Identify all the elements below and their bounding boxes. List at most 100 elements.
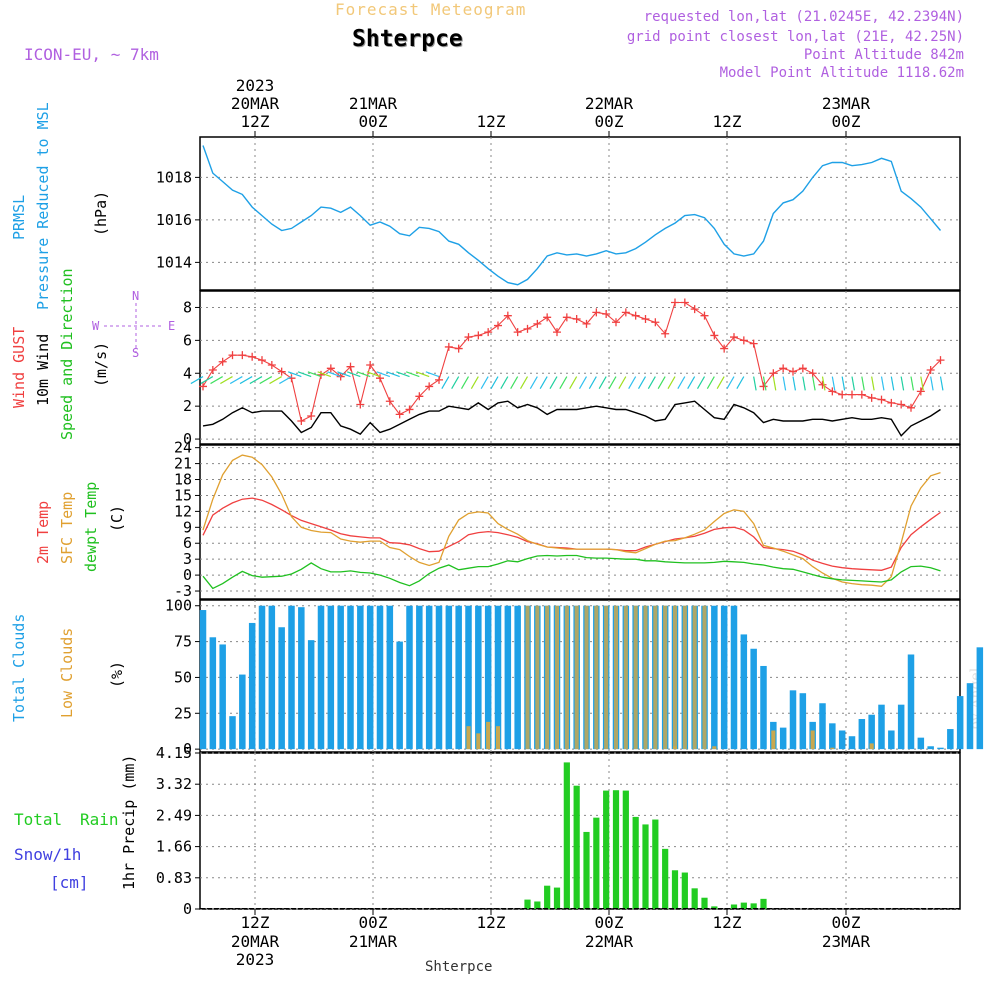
rain-bar [612, 790, 620, 909]
wind-arrow [470, 376, 479, 389]
gust-marker [572, 314, 581, 323]
meteogram-title: Forecast Meteogram [335, 0, 527, 19]
gust-marker [818, 380, 827, 389]
bottom-year-label: 2023 [236, 950, 275, 969]
total-cloud-bar [848, 736, 856, 750]
wind-arrow [890, 376, 895, 391]
gust-marker [238, 351, 247, 360]
total-cloud-bar [219, 644, 226, 750]
top-time-label: 12Z [477, 112, 506, 131]
wind-arrow [821, 376, 826, 391]
wind-arrow [782, 376, 787, 391]
gust-marker [877, 395, 886, 404]
rain-bar [691, 888, 698, 909]
wind-arrow [696, 376, 706, 389]
wind-arrow [480, 376, 489, 389]
gust-marker [631, 311, 640, 320]
total-cloud-bar [927, 746, 934, 750]
gust-marker [779, 364, 788, 373]
low-cloud-bar [672, 605, 678, 750]
total-cloud-bar [858, 719, 866, 750]
gust-marker [267, 361, 276, 370]
total-cloud-bar [484, 605, 492, 750]
total-cloud-bar [907, 654, 915, 750]
total-cloud-bar [779, 727, 787, 750]
dewpt-line [202, 554, 941, 590]
low-cloud-bar [525, 605, 530, 750]
gust-marker [464, 333, 473, 342]
wind-arrow [871, 376, 875, 391]
gust-marker [248, 352, 257, 361]
gust-marker [789, 367, 797, 376]
y-tick-label: 25 [174, 704, 192, 722]
wind-arrow [287, 371, 302, 378]
wind-speed-dir-label: Speed and Direction [58, 268, 76, 440]
gust-marker [897, 400, 906, 409]
low-cloud-bar [830, 747, 835, 750]
gust-marker [857, 390, 866, 399]
gust-marker [435, 375, 443, 384]
wind-arrow [220, 376, 233, 385]
total-cloud-bar [288, 605, 295, 750]
gust-marker [759, 382, 768, 391]
rain-bar [573, 785, 580, 909]
gust-marker [710, 331, 719, 340]
sfc-temp-label: SFC Temp [58, 492, 76, 564]
top-date-label: 23MAR [822, 94, 871, 113]
gust-marker [326, 364, 335, 373]
low-cloud-bar [564, 605, 569, 750]
total-cloud-bar [327, 605, 335, 750]
gust-marker [621, 308, 630, 317]
gust-marker [503, 311, 512, 320]
wind-arrow [259, 376, 273, 385]
gust-marker [484, 328, 493, 337]
total-cloud-bar [278, 627, 285, 750]
total-cloud-bar [376, 605, 384, 750]
gust-marker [415, 392, 424, 401]
bottom-time-label: 00Z [595, 913, 624, 932]
wind-arrow [190, 376, 204, 385]
compass-n: N [132, 289, 139, 303]
total-cloud-bar [760, 665, 767, 750]
pressure-axis-labels: PRMSL Pressure Reduced to MSL (hPa) [10, 102, 110, 310]
rain-bar [544, 885, 551, 909]
gust-marker [867, 393, 876, 402]
gust-marker [336, 372, 345, 381]
total-cloud-bar [347, 605, 354, 750]
total-clouds-label: Total Clouds [10, 614, 28, 722]
total-cloud-bar [868, 714, 875, 750]
gust-marker [297, 416, 306, 425]
gust-marker [602, 310, 611, 319]
wind-gust-label: Wind GUST [10, 327, 28, 408]
gust-marker [651, 318, 660, 327]
gust-marker [513, 328, 522, 337]
top-time-label: 00Z [595, 112, 624, 131]
wind-arrow [598, 376, 607, 389]
wind-unit-label: (m/s) [92, 342, 110, 387]
gust-marker [385, 397, 394, 406]
total-cloud-bar [956, 696, 964, 750]
cm-label: [cm] [50, 873, 89, 892]
bottom-time-label: 12Z [477, 913, 506, 932]
y-tick-label: 75 [174, 633, 192, 651]
total-cloud-bar [199, 610, 207, 750]
y-tick-label: 3.32 [156, 775, 192, 793]
low-cloud-bar [692, 605, 697, 750]
y-tick-label: 21 [174, 455, 192, 473]
gust-marker [395, 410, 404, 419]
location-title: Shterpce [352, 26, 463, 52]
top-year-label: 2023 [236, 76, 275, 95]
grid-point-coords: grid point closest lon,lat (21E, 42.25N) [626, 29, 964, 45]
rain-bar [740, 902, 747, 909]
top-date-label: 22MAR [585, 94, 634, 113]
total-cloud-bar [248, 622, 256, 750]
low-cloud-bar [574, 605, 579, 750]
sfc-temp-line [202, 454, 941, 587]
gust-marker [808, 369, 817, 378]
gust-marker [798, 364, 807, 373]
wind-arrow [269, 376, 282, 385]
rain-bar [563, 762, 570, 909]
panel-frame [199, 444, 961, 600]
total-cloud-bar [357, 605, 364, 750]
total-cloud-bar [711, 605, 718, 750]
